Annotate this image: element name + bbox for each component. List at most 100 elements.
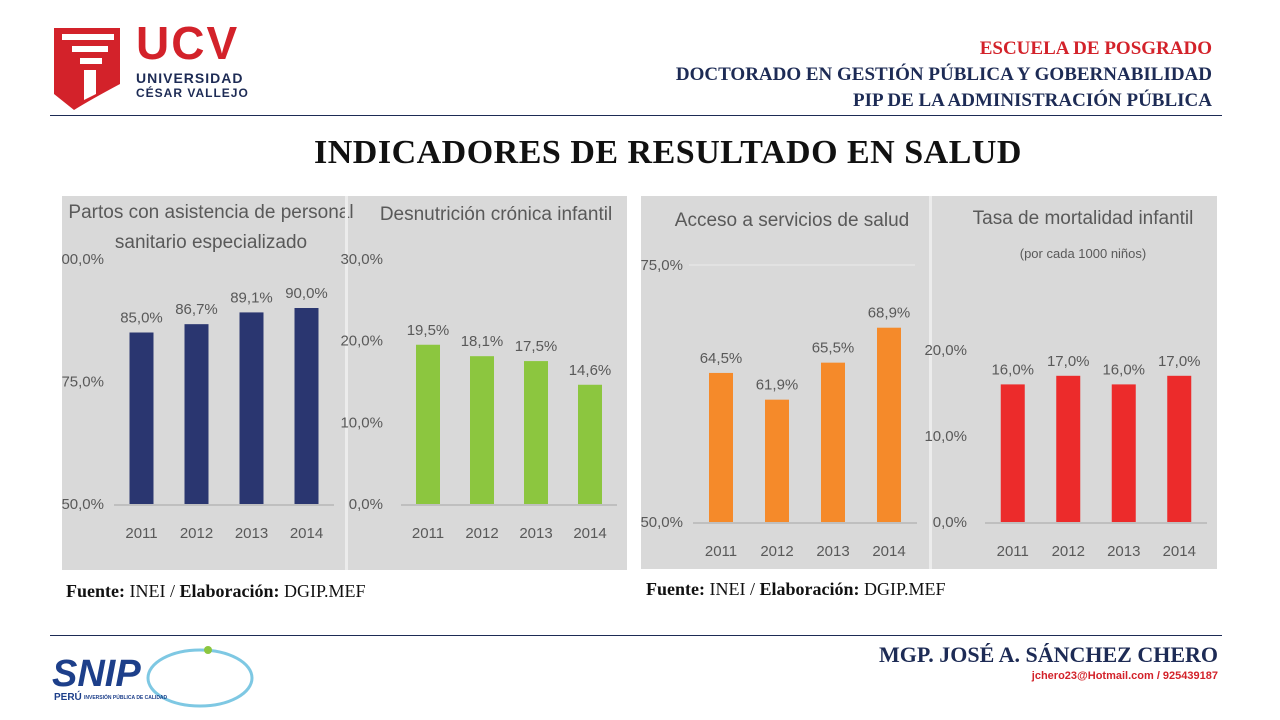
chart-4: Tasa de mortalidad infantil (por cada 100… <box>924 196 1207 569</box>
chart-separator <box>345 196 348 570</box>
snip-logo-country: PERÚ <box>54 690 82 703</box>
source-label: Fuente: <box>646 579 705 599</box>
data-label: 17,0% <box>1158 353 1201 370</box>
ucv-wordmark: UCV UNIVERSIDAD CÉSAR VALLEJO <box>136 20 249 100</box>
ucv-logo-line1: UNIVERSIDAD <box>136 70 244 86</box>
data-label: 68,9% <box>868 305 911 322</box>
chart-title: Tasa de mortalidad infantil <box>973 208 1194 229</box>
source-note-left: Fuente: INEI / Elaboración: DGIP.MEF <box>66 581 366 602</box>
chart-separator <box>929 196 932 569</box>
data-label: 64,5% <box>700 350 743 367</box>
y-tick-label: 10,0% <box>340 414 383 431</box>
x-tick-label: 2011 <box>997 543 1029 560</box>
school-name: ESCUELA DE POSGRADO <box>979 38 1212 59</box>
footer-divider <box>50 635 1222 636</box>
bar-2013 <box>524 361 548 504</box>
header-info: ESCUELA DE POSGRADO DOCTORADO EN GESTIÓN… <box>676 36 1212 114</box>
snip-logo: SNIP PERÚ INVERSIÓN PÚBLICA DE CALIDAD <box>52 646 254 708</box>
bar-2013 <box>239 312 264 504</box>
chart-panel-right-svg: Acceso a servicios de salud 50,0% 75,0% 64,… <box>641 196 1207 569</box>
elaboration-label: Elaboración: <box>759 579 860 599</box>
y-tick-label: 10,0% <box>924 428 967 445</box>
x-tick-label: 2012 <box>1052 543 1085 560</box>
chart-2: Desnutrición crónica infantil 0,0% 10,0% 20… <box>340 196 617 570</box>
bar-2014 <box>1167 375 1192 522</box>
header-divider <box>50 115 1222 116</box>
bar-2012 <box>184 324 209 504</box>
data-label: 16,0% <box>1102 361 1145 378</box>
source-label: Fuente: <box>66 581 125 601</box>
x-tick-label: 2011 <box>125 525 157 542</box>
author-name: MGP. JOSÉ A. SÁNCHEZ CHERO <box>878 642 1218 667</box>
data-label: 85,0% <box>120 310 163 327</box>
ucv-logo-line2: CÉSAR VALLEJO <box>136 86 249 100</box>
bar-2012 <box>470 356 494 504</box>
x-tick-label: 2014 <box>573 525 606 542</box>
page-title: INDICADORES DE RESULTADO EN SALUD <box>314 134 1022 171</box>
y-tick-label: 30,0% <box>340 251 383 268</box>
bar-2011 <box>129 332 154 504</box>
data-label: 65,5% <box>812 340 855 357</box>
bar-2013 <box>821 362 845 522</box>
source-text: INEI / <box>124 581 180 601</box>
bar-2014 <box>578 384 602 504</box>
bar-2012 <box>765 399 789 522</box>
source-note-right: Fuente: INEI / Elaboración: DGIP.MEF <box>646 579 946 600</box>
snip-logo-text: SNIP <box>52 653 141 695</box>
author-contact: jchero23@Hotmail.com / 925439187 <box>1031 670 1218 682</box>
data-label: 61,9% <box>756 377 799 394</box>
chart-title: (por cada 1000 niños) <box>1020 246 1146 261</box>
data-label: 90,0% <box>285 285 328 302</box>
data-label: 17,5% <box>515 338 558 355</box>
y-tick-label: 100,0% <box>62 251 104 268</box>
ucv-shield-logo <box>54 28 120 110</box>
x-tick-label: 2013 <box>816 543 849 560</box>
data-label: 89,1% <box>230 289 273 306</box>
bar-2011 <box>416 344 440 504</box>
data-label: 18,1% <box>461 333 504 350</box>
bar-2011 <box>709 372 733 522</box>
bar-2013 <box>1111 384 1136 522</box>
chart-title: Desnutrición crónica infantil <box>380 204 612 225</box>
x-tick-label: 2011 <box>412 525 444 542</box>
y-tick-label: 0,0% <box>349 496 383 513</box>
elaboration-label: Elaboración: <box>179 581 280 601</box>
ucv-logo-text: UCV <box>136 17 240 69</box>
chart-1: Partos con asistencia de personal sanitar… <box>62 202 354 542</box>
y-tick-label: 0,0% <box>933 514 967 531</box>
chart-panel-right: Acceso a servicios de salud 50,0% 75,0% 64,… <box>641 196 1217 569</box>
chart-title: Acceso a servicios de salud <box>675 210 909 231</box>
y-tick-label: 20,0% <box>340 333 383 350</box>
chart-title: Partos con asistencia de personal <box>68 202 353 223</box>
y-tick-label: 50,0% <box>641 514 683 531</box>
y-tick-label: 20,0% <box>924 342 967 359</box>
data-label: 86,7% <box>175 301 218 318</box>
x-tick-label: 2013 <box>519 525 552 542</box>
x-tick-label: 2012 <box>465 525 498 542</box>
y-tick-label: 75,0% <box>62 374 104 391</box>
bar-2014 <box>294 308 319 504</box>
source-text: INEI / <box>704 579 760 599</box>
x-tick-label: 2014 <box>872 543 905 560</box>
x-tick-label: 2014 <box>1163 543 1196 560</box>
data-label: 19,5% <box>407 322 450 339</box>
data-label: 17,0% <box>1047 353 1090 370</box>
elaboration-text: DGIP.MEF <box>859 579 946 599</box>
course-name: PIP DE LA ADMINISTRACIÓN PÚBLICA <box>853 90 1212 111</box>
y-tick-label: 50,0% <box>62 496 104 513</box>
x-tick-label: 2013 <box>1107 543 1140 560</box>
x-tick-label: 2013 <box>235 525 268 542</box>
x-tick-label: 2012 <box>760 543 793 560</box>
chart-title: sanitario especializado <box>115 232 307 253</box>
x-tick-label: 2012 <box>180 525 213 542</box>
bar-2012 <box>1056 375 1081 522</box>
x-tick-label: 2011 <box>705 543 737 560</box>
chart-3: Acceso a servicios de salud 50,0% 75,0% 64,… <box>641 210 917 560</box>
snip-logo-tagline: INVERSIÓN PÚBLICA DE CALIDAD <box>84 693 168 701</box>
chart-panel-left-svg: Partos con asistencia de personal sanitar… <box>62 196 617 570</box>
program-name: DOCTORADO EN GESTIÓN PÚBLICA Y GOBERNABI… <box>675 64 1212 85</box>
elaboration-text: DGIP.MEF <box>279 581 366 601</box>
x-tick-label: 2014 <box>290 525 323 542</box>
y-tick-label: 75,0% <box>641 257 683 274</box>
data-label: 16,0% <box>991 361 1034 378</box>
